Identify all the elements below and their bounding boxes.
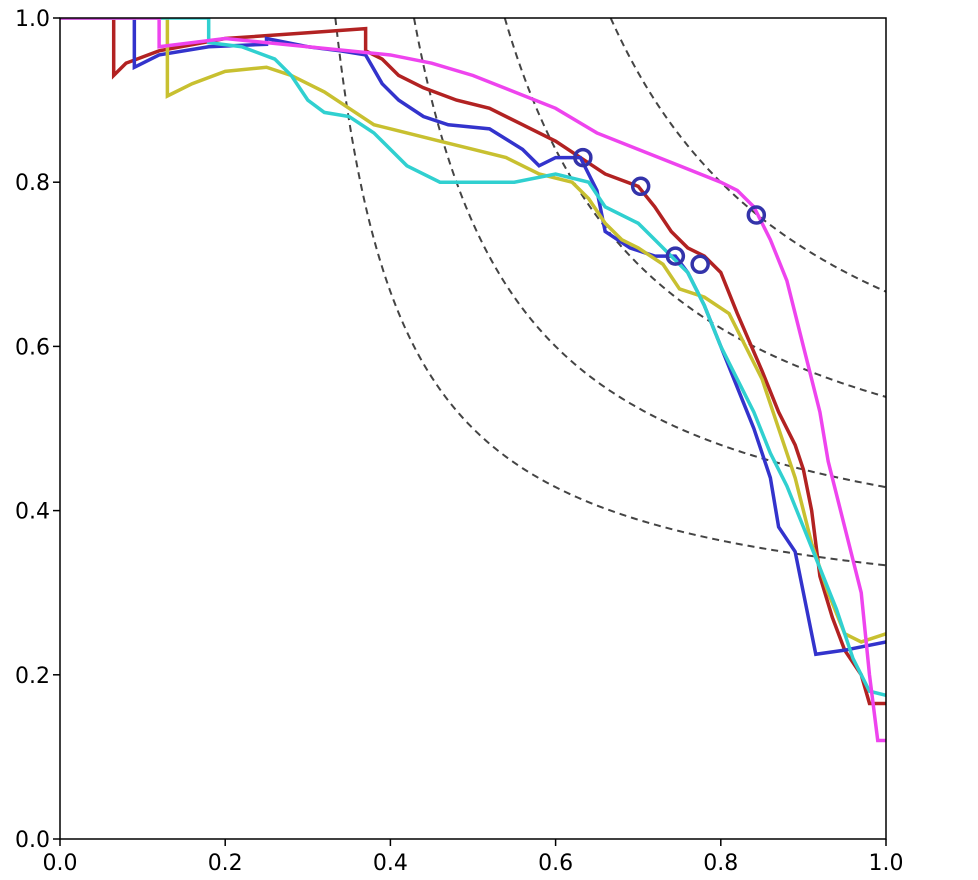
marker-4 bbox=[746, 205, 767, 225]
series-lines bbox=[60, 18, 886, 743]
iso-f1-curves bbox=[334, 18, 886, 567]
iso-f1-curve-3 bbox=[609, 18, 886, 293]
series-line-0 bbox=[60, 18, 886, 706]
marker-2 bbox=[665, 246, 686, 266]
plot-background bbox=[60, 18, 886, 839]
markers bbox=[573, 147, 767, 275]
iso-f1-curve-1 bbox=[413, 18, 886, 489]
series-line-2 bbox=[60, 18, 886, 644]
marker-0 bbox=[573, 147, 593, 168]
x-tick-label-1: 0.2 bbox=[208, 851, 243, 876]
iso-f1-curve-0 bbox=[334, 18, 886, 567]
x-tick-label-5: 1.0 bbox=[869, 851, 904, 876]
x-tick-label-3: 0.6 bbox=[538, 851, 573, 876]
plot-frame bbox=[59, 17, 887, 840]
y-tick-label-5: 1.0 bbox=[15, 7, 50, 32]
y-tick-label-4: 0.8 bbox=[15, 171, 50, 196]
x-tick-label-2: 0.4 bbox=[373, 851, 408, 876]
series-line-4 bbox=[60, 18, 886, 743]
series-line-3 bbox=[60, 18, 886, 698]
x-tick-label-0: 0.0 bbox=[43, 851, 78, 876]
x-axis: 0.0 0.2 0.4 0.6 0.8 1.0 bbox=[43, 839, 904, 876]
y-tick-label-0: 0.0 bbox=[15, 828, 50, 853]
y-axis: 0.0 0.2 0.4 0.6 0.8 1.0 bbox=[15, 7, 60, 853]
y-tick-label-1: 0.2 bbox=[15, 664, 50, 689]
series-line-1 bbox=[60, 18, 886, 657]
y-tick-label-2: 0.4 bbox=[15, 500, 50, 525]
y-tick-label-3: 0.6 bbox=[15, 335, 50, 360]
marker-1 bbox=[630, 176, 651, 197]
marker-3 bbox=[690, 254, 710, 275]
x-tick-label-4: 0.8 bbox=[703, 851, 738, 876]
